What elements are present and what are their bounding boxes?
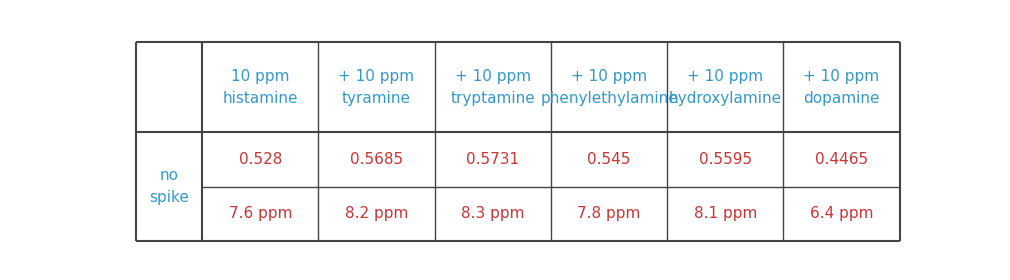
Text: 0.5595: 0.5595 [699,152,751,167]
Text: 7.8 ppm: 7.8 ppm [578,206,640,221]
Text: 7.6 ppm: 7.6 ppm [228,206,292,221]
Text: 0.5685: 0.5685 [350,152,403,167]
Text: + 10 ppm
dopamine: + 10 ppm dopamine [803,69,880,106]
Text: 0.5731: 0.5731 [467,152,519,167]
Text: + 10 ppm
hydroxylamine: + 10 ppm hydroxylamine [669,69,782,106]
Text: 0.545: 0.545 [588,152,630,167]
Text: 8.3 ppm: 8.3 ppm [461,206,524,221]
Text: 10 ppm
histamine: 10 ppm histamine [222,69,298,106]
Text: + 10 ppm
tryptamine: + 10 ppm tryptamine [450,69,535,106]
Text: + 10 ppm
tyramine: + 10 ppm tyramine [338,69,414,106]
Text: 0.4465: 0.4465 [815,152,868,167]
Text: + 10 ppm
phenylethylamine: + 10 ppm phenylethylamine [540,69,678,106]
Text: 0.528: 0.528 [238,152,282,167]
Text: no
spike: no spike [148,168,189,205]
Text: 8.2 ppm: 8.2 ppm [344,206,408,221]
Text: 8.1 ppm: 8.1 ppm [694,206,756,221]
Text: 6.4 ppm: 6.4 ppm [810,206,874,221]
